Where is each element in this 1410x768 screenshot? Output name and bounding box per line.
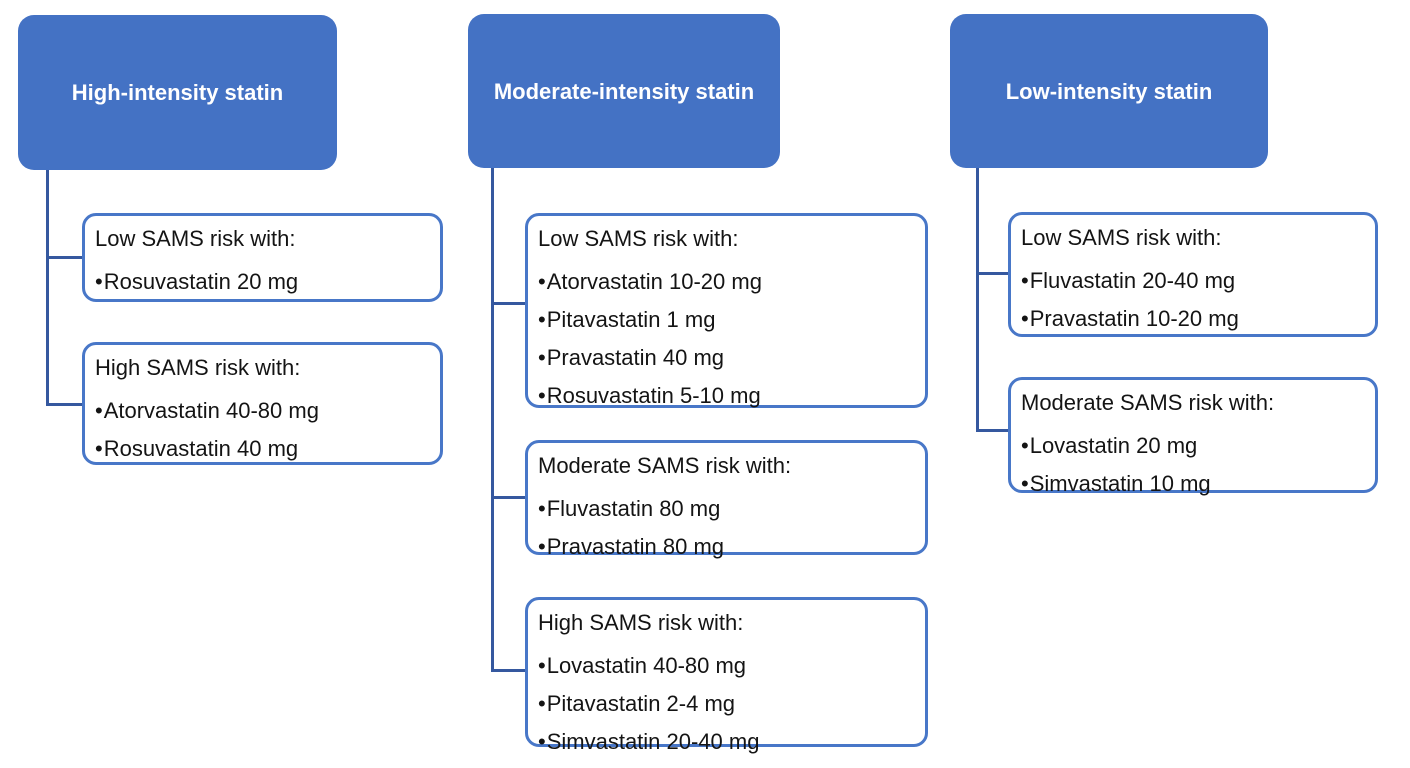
drug-item: Rosuvastatin 20 mg xyxy=(95,263,430,301)
risk-box-title: Low SAMS risk with: xyxy=(1021,225,1222,250)
box-high-intensity-high-sams: High SAMS risk with: Atorvastatin 40-80 … xyxy=(82,342,443,465)
risk-box-title: High SAMS risk with: xyxy=(95,355,301,380)
risk-box-title: High SAMS risk with: xyxy=(538,610,744,635)
risk-box-title: Moderate SAMS risk with: xyxy=(1021,390,1275,415)
drug-item: Rosuvastatin 5-10 mg xyxy=(538,377,915,415)
box-moderate-intensity-low-sams: Low SAMS risk with: Atorvastatin 10-20 m… xyxy=(525,213,928,408)
drug-item: Atorvastatin 10-20 mg xyxy=(538,263,915,301)
drug-item: Pitavastatin 1 mg xyxy=(538,301,915,339)
drug-item: Lovastatin 40-80 mg xyxy=(538,647,915,685)
drug-item: Simvastatin 20-40 mg xyxy=(538,723,915,761)
drug-item: Rosuvastatin 40 mg xyxy=(95,430,430,468)
connector-line xyxy=(976,168,979,432)
risk-box-title: Low SAMS risk with: xyxy=(95,226,296,251)
drug-item: Pravastatin 40 mg xyxy=(538,339,915,377)
connector-line xyxy=(976,272,1008,275)
header-low-intensity-statin: Low-intensity statin xyxy=(950,14,1268,168)
risk-box-title: Low SAMS risk with: xyxy=(538,226,739,251)
drug-item: Pitavastatin 2-4 mg xyxy=(538,685,915,723)
box-moderate-intensity-high-sams: High SAMS risk with: Lovastatin 40-80 mg… xyxy=(525,597,928,754)
connector-line xyxy=(976,429,1008,432)
box-low-intensity-moderate-sams: Moderate SAMS risk with: Lovastatin 20 m… xyxy=(1008,377,1378,496)
drug-item: Atorvastatin 40-80 mg xyxy=(95,392,430,430)
drug-item: Pravastatin 80 mg xyxy=(538,528,915,566)
drug-item: Lovastatin 20 mg xyxy=(1021,427,1365,465)
connector-line xyxy=(491,168,494,672)
risk-box-title: Moderate SAMS risk with: xyxy=(538,453,792,478)
connector-line xyxy=(46,170,49,406)
connector-line xyxy=(491,669,525,672)
drug-item: Simvastatin 10 mg xyxy=(1021,465,1365,503)
connector-line xyxy=(491,302,525,305)
header-moderate-intensity-statin: Moderate-intensity statin xyxy=(468,14,780,168)
drug-item: Fluvastatin 20-40 mg xyxy=(1021,262,1365,300)
drug-item: Fluvastatin 80 mg xyxy=(538,490,915,528)
box-high-intensity-low-sams: Low SAMS risk with: Rosuvastatin 20 mg xyxy=(82,213,443,302)
box-moderate-intensity-moderate-sams: Moderate SAMS risk with: Fluvastatin 80 … xyxy=(525,440,928,559)
box-low-intensity-low-sams: Low SAMS risk with: Fluvastatin 20-40 mg… xyxy=(1008,212,1378,337)
drug-item: Pravastatin 10-20 mg xyxy=(1021,300,1365,338)
header-high-intensity-statin: High-intensity statin xyxy=(18,15,337,170)
connector-line xyxy=(46,403,82,406)
connector-line xyxy=(46,256,82,259)
connector-line xyxy=(491,496,525,499)
